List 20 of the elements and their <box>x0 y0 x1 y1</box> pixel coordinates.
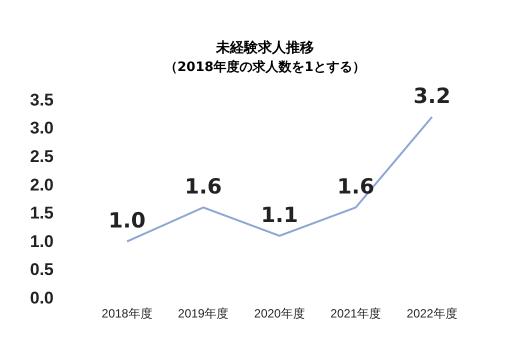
y-tick-label: 1.5 <box>30 204 54 223</box>
data-label: 1.6 <box>337 174 374 198</box>
y-tick-label: 3.5 <box>30 90 54 110</box>
chart-subtitle: （2018年度の求人数を1とする） <box>164 59 366 75</box>
x-tick-label: 2020年度 <box>254 306 305 321</box>
y-tick-label: 0.5 <box>30 260 54 280</box>
y-tick-label: 1.0 <box>30 232 54 251</box>
y-tick-label: 0.0 <box>30 288 54 308</box>
data-label: 3.2 <box>413 84 451 108</box>
y-tick-label: 3.0 <box>30 118 54 138</box>
y-tick-label: 2.5 <box>30 147 54 166</box>
data-label: 1.6 <box>184 174 222 198</box>
x-tick-label: 2019年度 <box>178 306 229 321</box>
data-label: 1.0 <box>108 208 146 232</box>
chart-title: 未経験求人推移 <box>215 40 314 56</box>
y-tick-label: 2.0 <box>30 175 54 194</box>
data-label: 1.1 <box>260 202 298 227</box>
x-tick-label: 2018年度 <box>102 306 152 321</box>
x-tick-label: 2021年度 <box>330 306 382 321</box>
x-tick-label: 2022年度 <box>406 306 458 321</box>
